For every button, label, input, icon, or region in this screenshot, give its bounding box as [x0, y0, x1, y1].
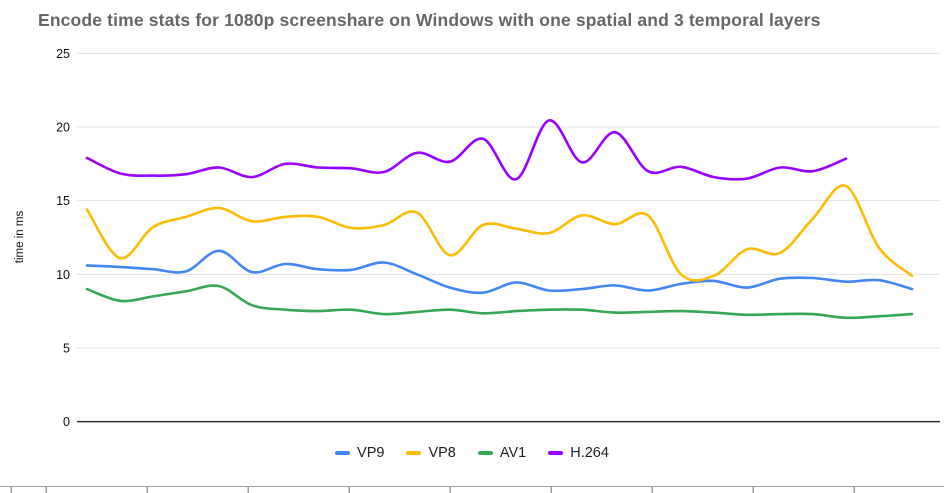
legend-swatch — [477, 450, 493, 456]
series-line-av1[interactable] — [85, 284, 914, 320]
legend-label: VP8 — [428, 445, 456, 461]
legend-label: AV1 — [499, 445, 527, 461]
y-axis-tick-label: 10 — [56, 268, 70, 282]
legend-item-h264[interactable]: H.264 — [548, 445, 609, 461]
legend-item-vp9[interactable]: VP9 — [335, 445, 384, 461]
y-axis-tick-label: 5 — [63, 341, 70, 355]
series-line-h264[interactable] — [85, 119, 848, 181]
legend-label: H.264 — [570, 445, 609, 461]
legend-label: VP9 — [357, 445, 385, 461]
y-axis-tick-label: 0 — [63, 415, 70, 429]
y-axis-tick-label: 25 — [56, 47, 70, 61]
legend-item-vp8[interactable]: VP8 — [406, 445, 456, 461]
chart-legend: VP9 VP8 AV1 H.264 — [0, 442, 944, 464]
legend-item-av1[interactable]: AV1 — [477, 445, 527, 461]
legend-swatch — [548, 450, 564, 456]
legend-swatch — [406, 450, 422, 456]
series-line-vp9[interactable] — [85, 249, 914, 295]
sheet-row-divider — [0, 486, 944, 493]
y-axis-tick-label: 15 — [56, 194, 70, 208]
y-axis-tick-label: 20 — [56, 121, 70, 135]
chart-title: Encode time stats for 1080p screenshare … — [38, 10, 821, 30]
sheet-column-ticks — [0, 487, 944, 493]
legend-swatch — [335, 450, 351, 456]
series-line-vp8[interactable] — [85, 184, 914, 282]
